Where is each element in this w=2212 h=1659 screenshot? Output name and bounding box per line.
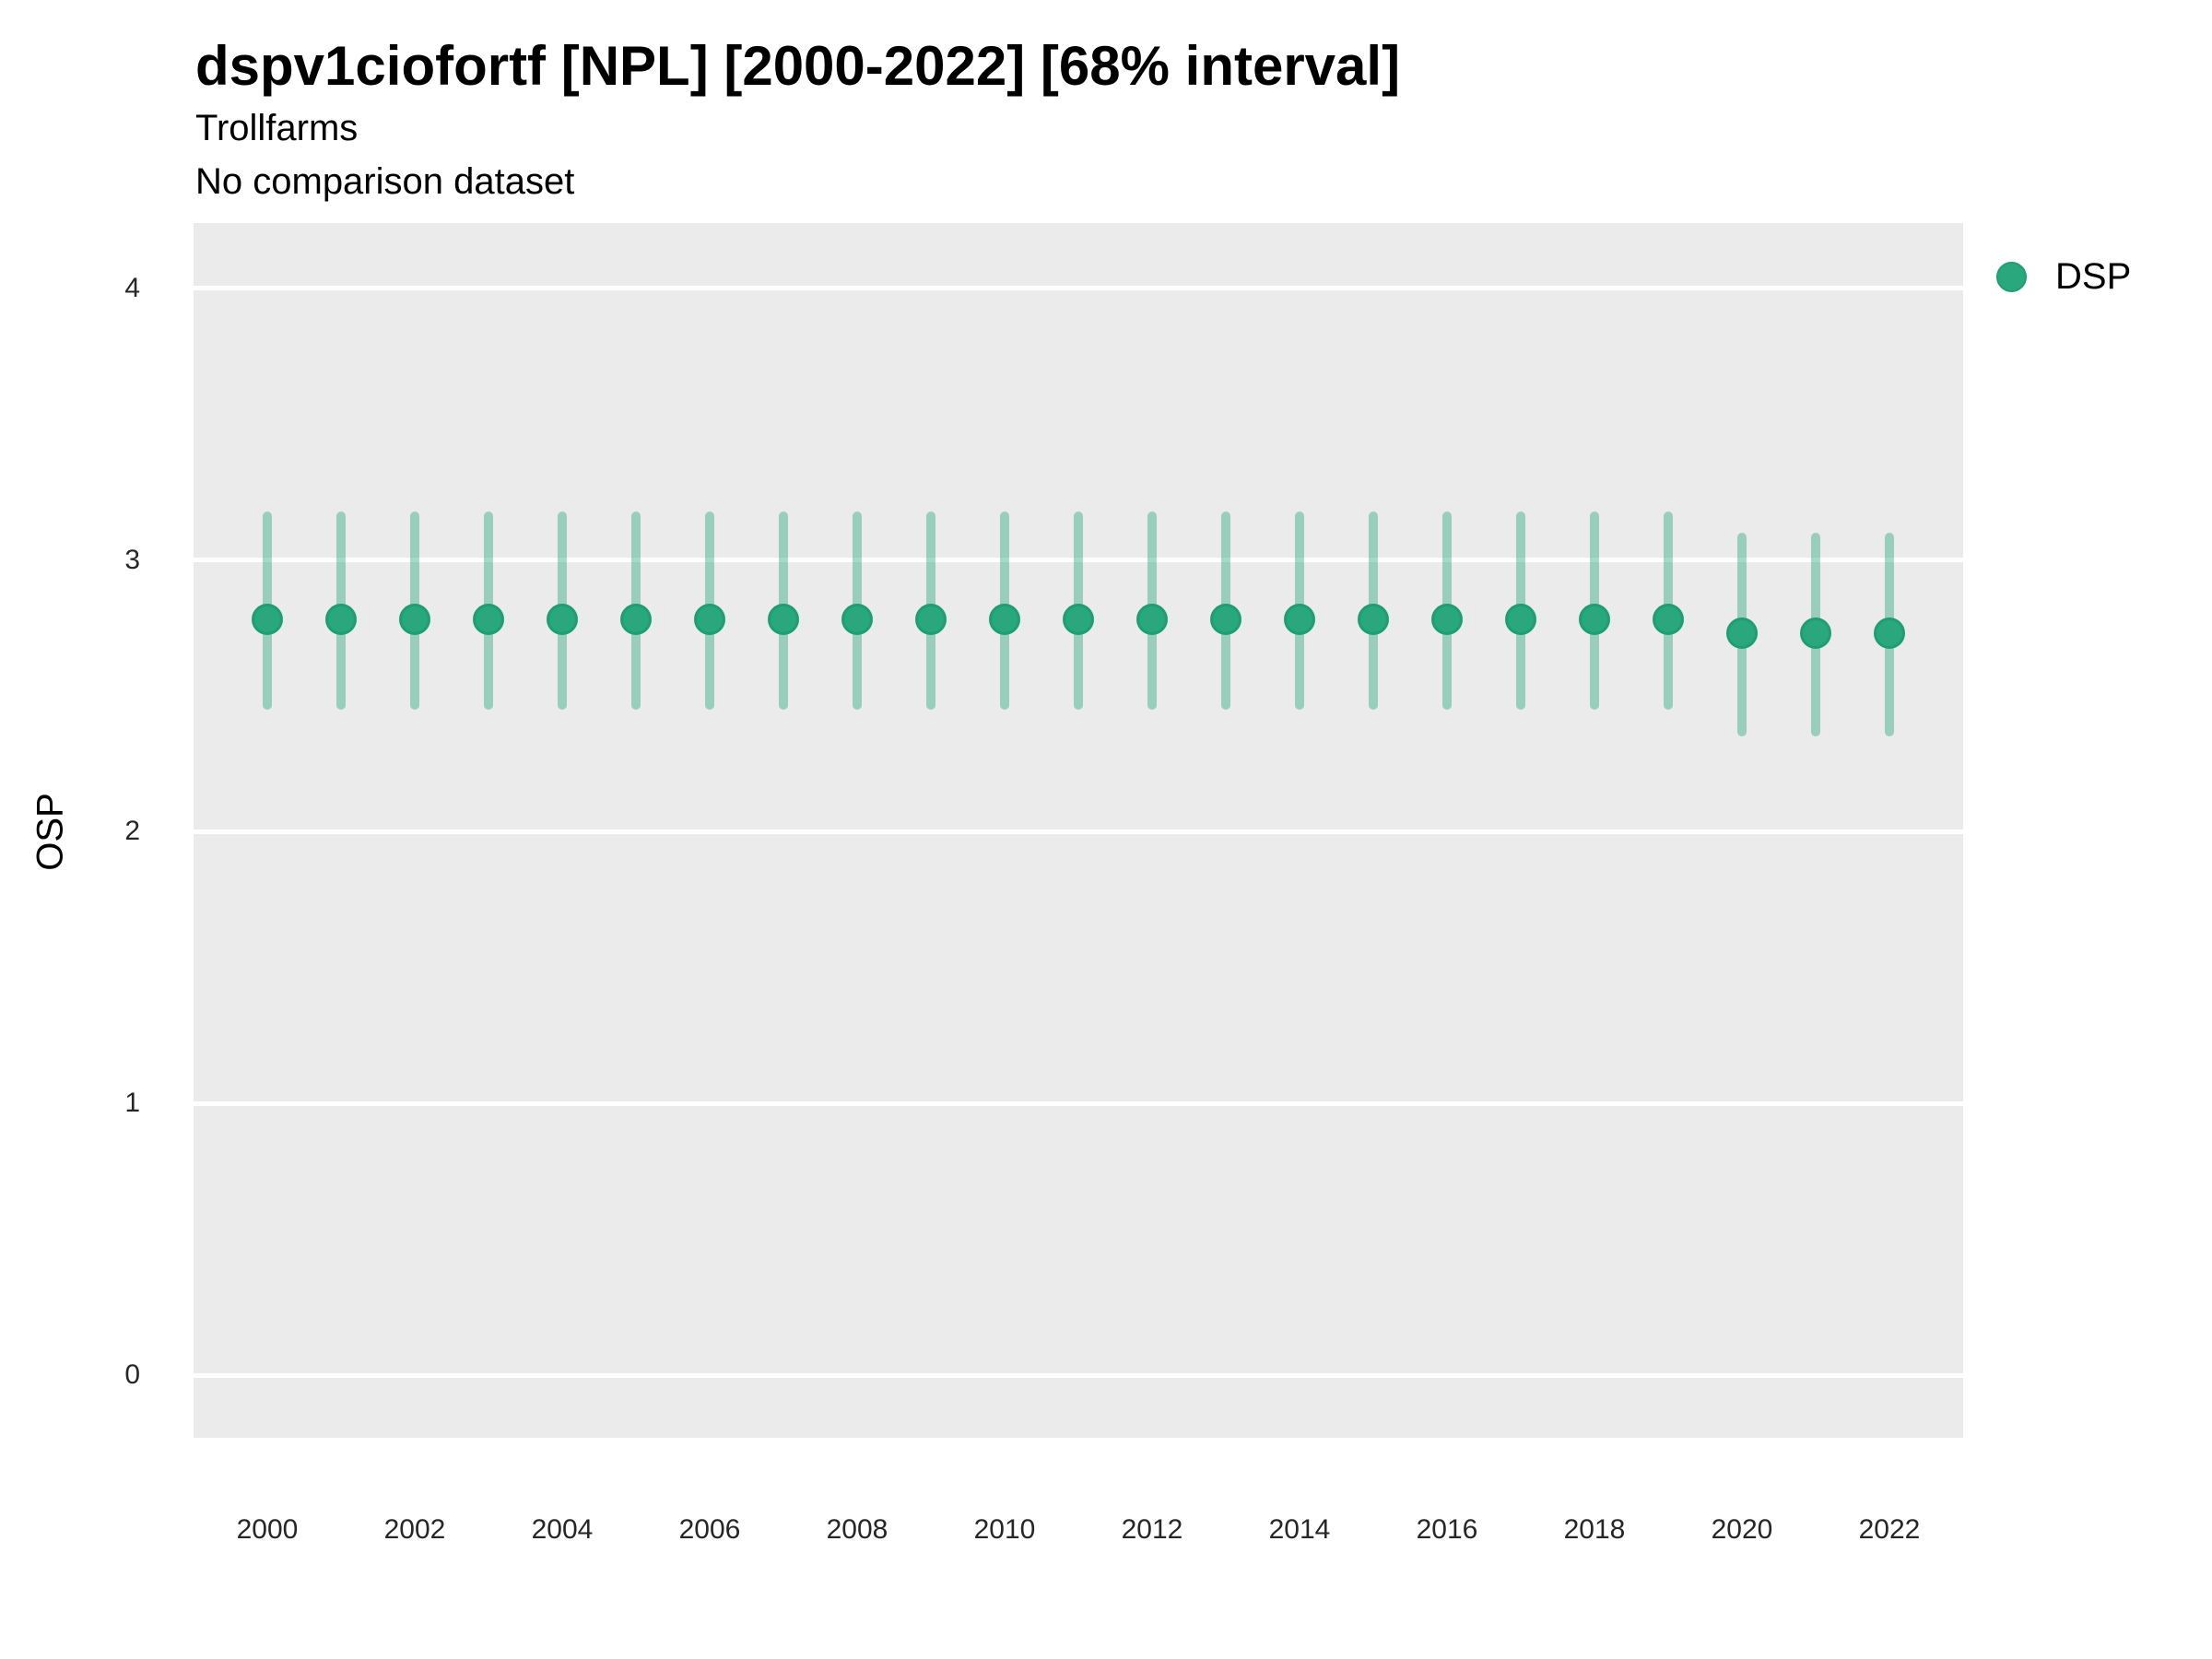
gridline-y-0 [194,1372,1963,1378]
x-tick-label: 2010 [973,1514,1036,1545]
y-tick-label: 2 [124,816,140,847]
data-point-2010 [989,604,1020,636]
chart-comparison-note: No comparison dataset [195,161,575,202]
plot-panel [194,223,1963,1438]
x-tick-label: 2006 [678,1514,741,1545]
gridline-y-2 [194,829,1963,834]
data-point-2016 [1431,604,1463,636]
x-tick-label: 2012 [1121,1514,1183,1545]
data-point-2005 [620,604,652,636]
chart-title: dspv1ciofortf [NPL] [2000-2022] [68% int… [195,35,1401,97]
x-tick-label: 2014 [1268,1514,1331,1545]
x-tick-label: 2016 [1416,1514,1478,1545]
data-point-2015 [1358,604,1389,636]
legend: DSP [1982,247,2203,306]
gridline-y-4 [194,286,1963,291]
x-tick-label: 2018 [1563,1514,1626,1545]
data-point-2012 [1136,604,1168,636]
y-tick-label: 4 [124,272,140,303]
data-point-2018 [1579,604,1610,636]
data-point-2001 [325,604,357,636]
data-point-2013 [1210,604,1241,636]
data-point-2011 [1063,604,1094,636]
data-point-2004 [547,604,578,636]
data-point-2020 [1726,618,1758,650]
chart-subtitle: Trollfarms [195,108,359,148]
x-tick-label: 2008 [826,1514,888,1545]
data-point-2006 [694,604,725,636]
gridline-y-3 [194,558,1963,563]
x-tick-label: 2002 [383,1514,446,1545]
gridline-y-1 [194,1100,1963,1106]
data-point-2002 [399,604,430,636]
data-point-2017 [1505,604,1536,636]
data-point-2014 [1284,604,1315,636]
y-tick-label: 0 [124,1359,140,1391]
data-point-2009 [915,604,947,636]
data-point-2007 [768,604,799,636]
x-tick-label: 2022 [1858,1514,1921,1545]
data-point-2021 [1800,618,1831,650]
data-point-2019 [1653,604,1684,636]
x-tick-label: 2020 [1711,1514,1773,1545]
x-tick-label: 2004 [531,1514,594,1545]
data-point-2008 [841,604,873,636]
data-point-2003 [473,604,504,636]
legend-point-swatch-icon [1996,262,2027,292]
x-tick-label: 2000 [236,1514,299,1545]
y-tick-label: 3 [124,544,140,575]
y-tick-label: 1 [124,1088,140,1119]
data-point-2022 [1874,618,1905,650]
legend-label: DSP [2055,256,2132,297]
data-point-2000 [252,604,283,636]
